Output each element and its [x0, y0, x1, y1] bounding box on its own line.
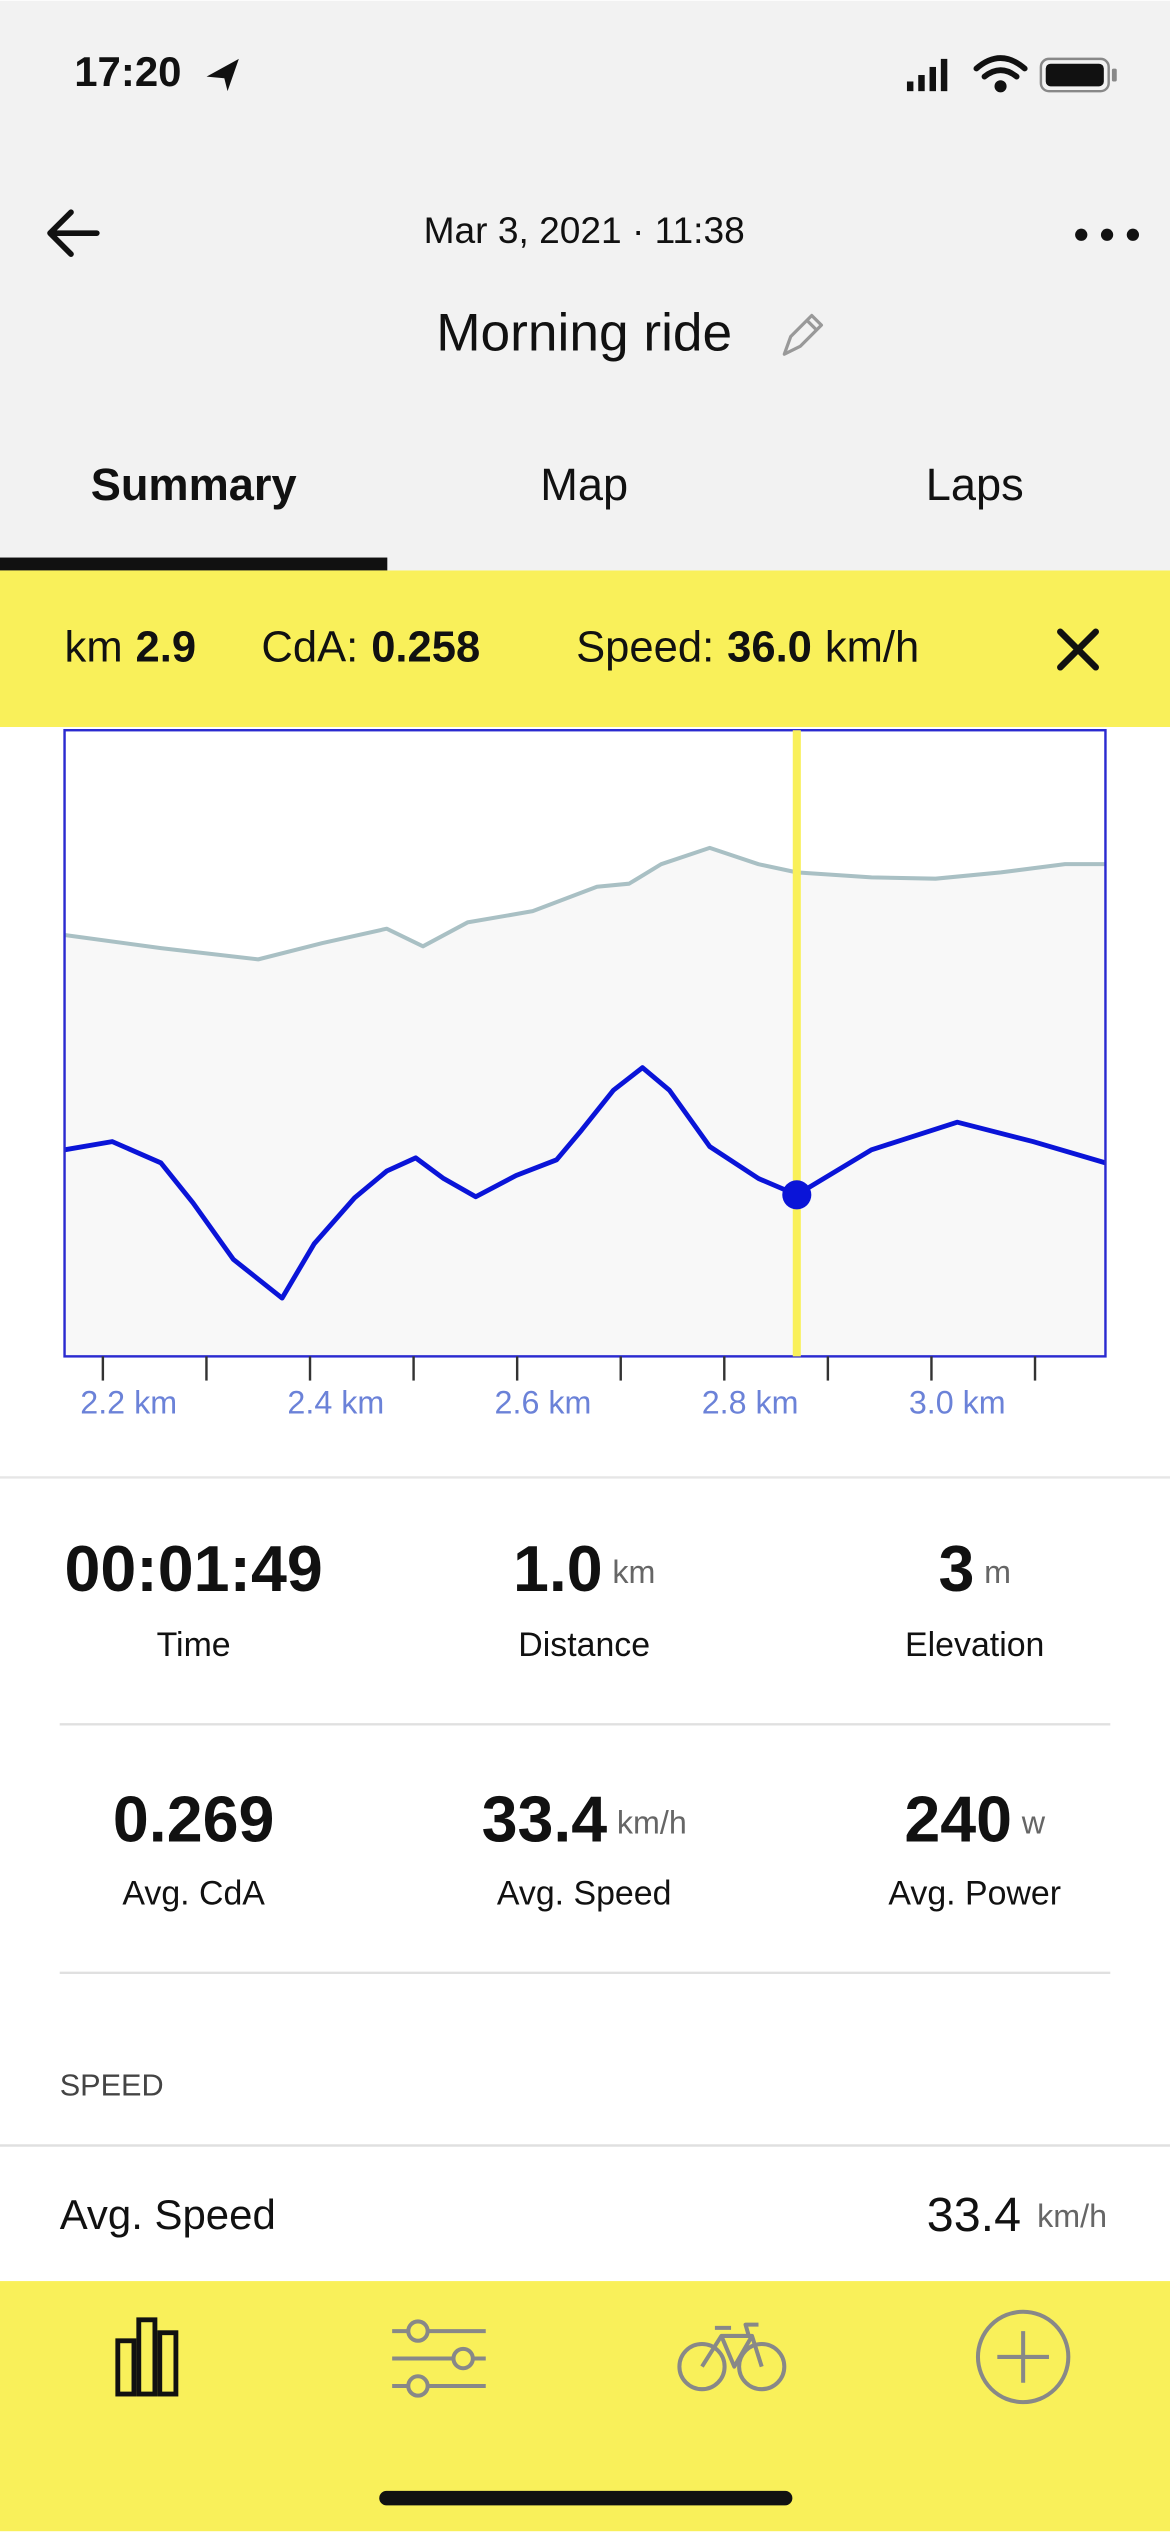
value: 1.0	[513, 1533, 603, 1605]
row-label: Avg. Speed	[60, 2191, 276, 2238]
unit: km	[612, 1554, 655, 1590]
more-button[interactable]	[1075, 228, 1140, 241]
stat-label: Avg. Speed	[497, 1874, 672, 1912]
tab-bar	[0, 2281, 1170, 2532]
ride-title: Morning ride	[436, 304, 732, 363]
stat-label: Avg. CdA	[122, 1874, 265, 1912]
unit: km/h	[1037, 2198, 1107, 2234]
stat-value: 1.0 km	[513, 1533, 655, 1605]
unit: m	[984, 1554, 1011, 1590]
plot-border	[63, 729, 1107, 1358]
x-tick-label: 2.6 km	[495, 1384, 592, 1420]
value: 0.258	[371, 623, 480, 671]
value: 0.269	[113, 1783, 275, 1855]
label: km	[65, 623, 123, 671]
value: 00:01:49	[64, 1533, 322, 1605]
cursor-point	[782, 1180, 812, 1210]
x-tick-label: 2.2 km	[80, 1384, 177, 1420]
stats-tab-icon[interactable]	[115, 2317, 179, 2397]
tab[interactable]: Summary	[91, 459, 297, 510]
settings-tab-icon[interactable]	[392, 2319, 486, 2398]
ride-date: Mar 3, 2021 · 11:38	[424, 209, 745, 251]
label: Speed:	[576, 623, 714, 671]
stat-label: Distance	[518, 1626, 650, 1664]
x-tick-label: 3.0 km	[909, 1384, 1006, 1420]
tab-indicator	[0, 557, 388, 571]
stat-label: Time	[157, 1626, 231, 1664]
selection-speed: Speed: 36.0 km/h	[576, 623, 919, 671]
bike-tab-icon[interactable]	[677, 2322, 787, 2392]
row-value: 33.4 km/h	[927, 2188, 1107, 2242]
status-time: 17:20	[74, 48, 181, 95]
edit-icon[interactable]	[782, 313, 824, 356]
value: 33.4	[482, 1783, 608, 1855]
back-button[interactable]	[47, 209, 100, 257]
stat-value: 00:01:49	[64, 1533, 322, 1605]
header-background	[0, 0, 1170, 571]
unit: w	[1021, 1804, 1046, 1840]
x-tick-label: 2.4 km	[287, 1384, 384, 1420]
value: 33.4	[927, 2188, 1021, 2242]
close-button[interactable]	[1057, 628, 1099, 671]
selection-km: km 2.9	[65, 623, 197, 671]
label: CdA:	[261, 623, 358, 671]
x-tick-label: 2.8 km	[702, 1384, 799, 1420]
chart: 2.2 km 2.4 km 2.6 km 2.8 km 3.0 km	[63, 729, 1107, 1420]
signal-icon	[906, 58, 948, 92]
stat-value: 33.4 km/h	[482, 1783, 687, 1855]
stat-label: Elevation	[905, 1626, 1044, 1664]
section-title: SPEED	[60, 2069, 164, 2103]
value: 2.9	[136, 623, 197, 671]
stat-value: 0.269	[113, 1783, 275, 1855]
value: 3	[938, 1533, 974, 1605]
unit: km/h	[825, 623, 919, 671]
selection-cda: CdA: 0.258	[261, 623, 480, 671]
series-line	[64, 845, 1106, 962]
home-indicator	[379, 2490, 793, 2506]
wifi-icon	[973, 55, 1028, 93]
stats: 00:01:49 Time 1.0 km Distance 3 m Elevation 0.26…	[64, 1533, 1061, 1912]
unit: km/h	[617, 1804, 687, 1840]
tab[interactable]: Map	[540, 459, 628, 510]
value: 36.0	[727, 623, 812, 671]
battery-icon	[1039, 57, 1117, 93]
stat-value: 240 w	[904, 1783, 1045, 1855]
stat-label: Avg. Power	[888, 1874, 1061, 1912]
add-tab-icon[interactable]	[975, 2309, 1071, 2405]
selection-band	[0, 570, 1170, 727]
value: 240	[904, 1783, 1012, 1855]
tab[interactable]: Laps	[926, 459, 1024, 510]
location-icon	[206, 58, 239, 92]
